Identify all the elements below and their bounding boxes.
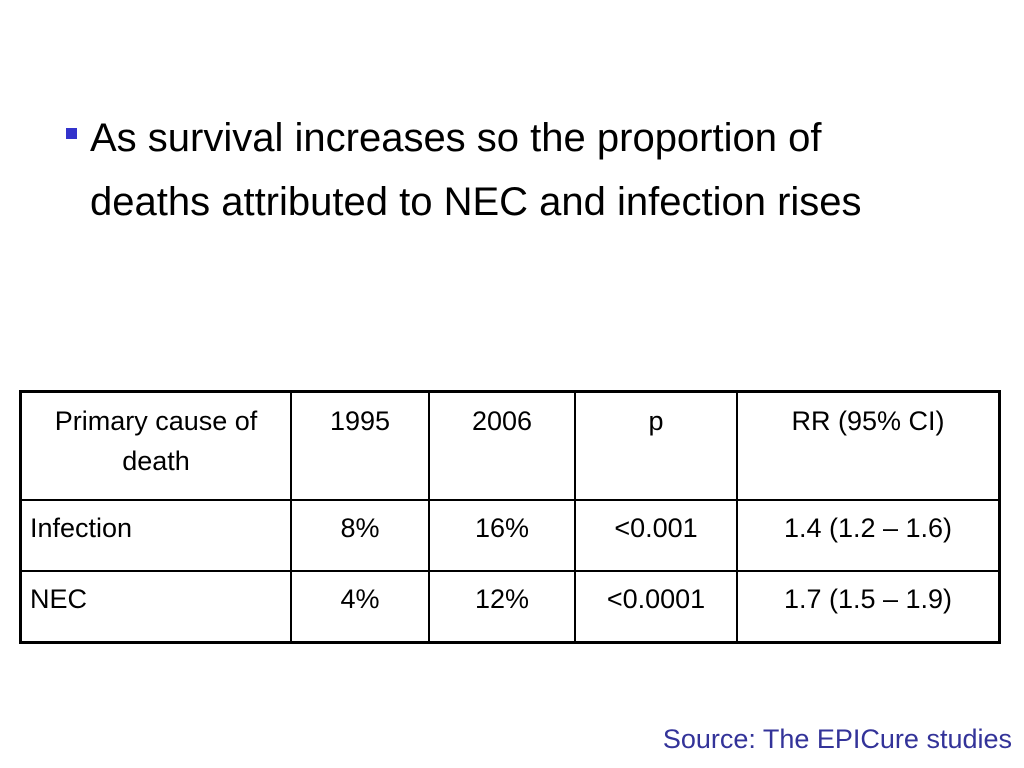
table-cell: 1.7 (1.5 – 1.9)	[736, 570, 1001, 644]
header-p: p	[574, 390, 738, 501]
square-bullet-icon	[66, 128, 77, 139]
table-cell: 8%	[290, 499, 430, 572]
table-cell: 4%	[290, 570, 430, 644]
header-cause: Primary cause of death	[19, 390, 292, 501]
source-citation: Source: The EPICure studies	[662, 724, 1012, 754]
table-cell: <0.001	[574, 499, 738, 572]
table-header-row: Primary cause of death 1995 2006 p RR (9…	[19, 390, 1001, 501]
mortality-table-container: Primary cause of death 1995 2006 p RR (9…	[19, 390, 1001, 644]
table-row: NEC 4% 12% <0.0001 1.7 (1.5 – 1.9)	[19, 570, 1001, 644]
table-row: Infection 8% 16% <0.001 1.4 (1.2 – 1.6)	[19, 499, 1001, 572]
header-rr: RR (95% CI)	[736, 390, 1001, 501]
row-label: NEC	[19, 570, 292, 644]
table-cell: 12%	[428, 570, 576, 644]
bullet-point: As survival increases so the proportion …	[66, 106, 966, 234]
bullet-text: As survival increases so the proportion …	[90, 116, 862, 224]
table-cell: <0.0001	[574, 570, 738, 644]
header-1995: 1995	[290, 390, 430, 501]
row-label: Infection	[19, 499, 292, 572]
header-2006: 2006	[428, 390, 576, 501]
table-cell: 16%	[428, 499, 576, 572]
table-cell: 1.4 (1.2 – 1.6)	[736, 499, 1001, 572]
mortality-table: Primary cause of death 1995 2006 p RR (9…	[19, 390, 1001, 644]
